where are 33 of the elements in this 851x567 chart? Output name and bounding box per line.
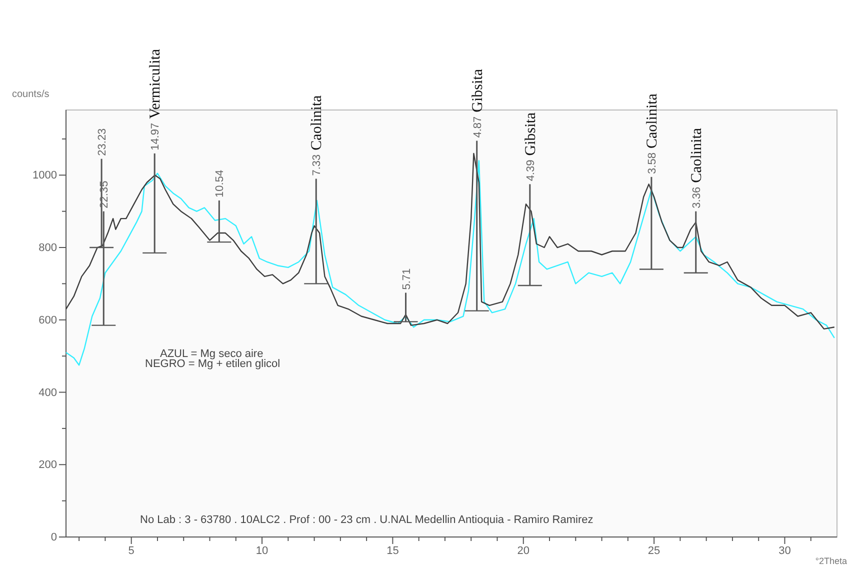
x-tick-label: 5 xyxy=(128,544,134,557)
y-tick-label: 0 xyxy=(50,532,57,544)
annotation: 4.87 xyxy=(472,116,484,138)
annotation: Gibsita xyxy=(522,112,539,156)
annotation: 7.33 xyxy=(311,154,324,176)
x-tick-label: 20 xyxy=(517,544,530,557)
annotation: 3.36 xyxy=(690,186,703,208)
annotation: 3.58 xyxy=(646,152,658,174)
annotation: Caolinita xyxy=(309,95,326,150)
annotation: 23.23 xyxy=(96,128,109,156)
y-tick-label: 400 xyxy=(38,386,57,399)
x-tick-label: 30 xyxy=(778,544,791,557)
y-tick-label: 200 xyxy=(38,459,57,472)
annotation: 14.97 xyxy=(150,122,162,150)
annotation: 4.39 xyxy=(524,160,537,182)
x-tick-label: 10 xyxy=(256,544,268,557)
annotation: 10.54 xyxy=(214,170,226,198)
y-axis-title: counts/s xyxy=(12,89,50,100)
y-tick-label: 800 xyxy=(38,242,57,254)
annotation: Vermiculita xyxy=(148,48,164,119)
y-tick-label: 600 xyxy=(38,314,57,326)
x-tick-label: 15 xyxy=(386,544,399,557)
annotation: Caolinita xyxy=(688,128,705,183)
annotation: NEGRO = Mg + etilen glicol xyxy=(145,358,280,370)
annotation: Caolinita xyxy=(644,93,660,149)
x-tick-label: 25 xyxy=(648,544,660,557)
annotation: 5.71 xyxy=(400,268,413,290)
annotation: AZUL = Mg seco aire xyxy=(160,348,264,360)
annotation: Gibsita xyxy=(470,68,486,112)
annotation: 22.35 xyxy=(98,180,111,208)
y-tick-label: 1000 xyxy=(32,170,57,182)
annotation: No Lab : 3 - 63780 . 10ALC2 . Prof : 00 - 23 cm . U.NAL Medellin Antioquia - Ramiro Ramirez xyxy=(140,514,594,526)
x-axis-title: °2Theta xyxy=(815,556,847,566)
